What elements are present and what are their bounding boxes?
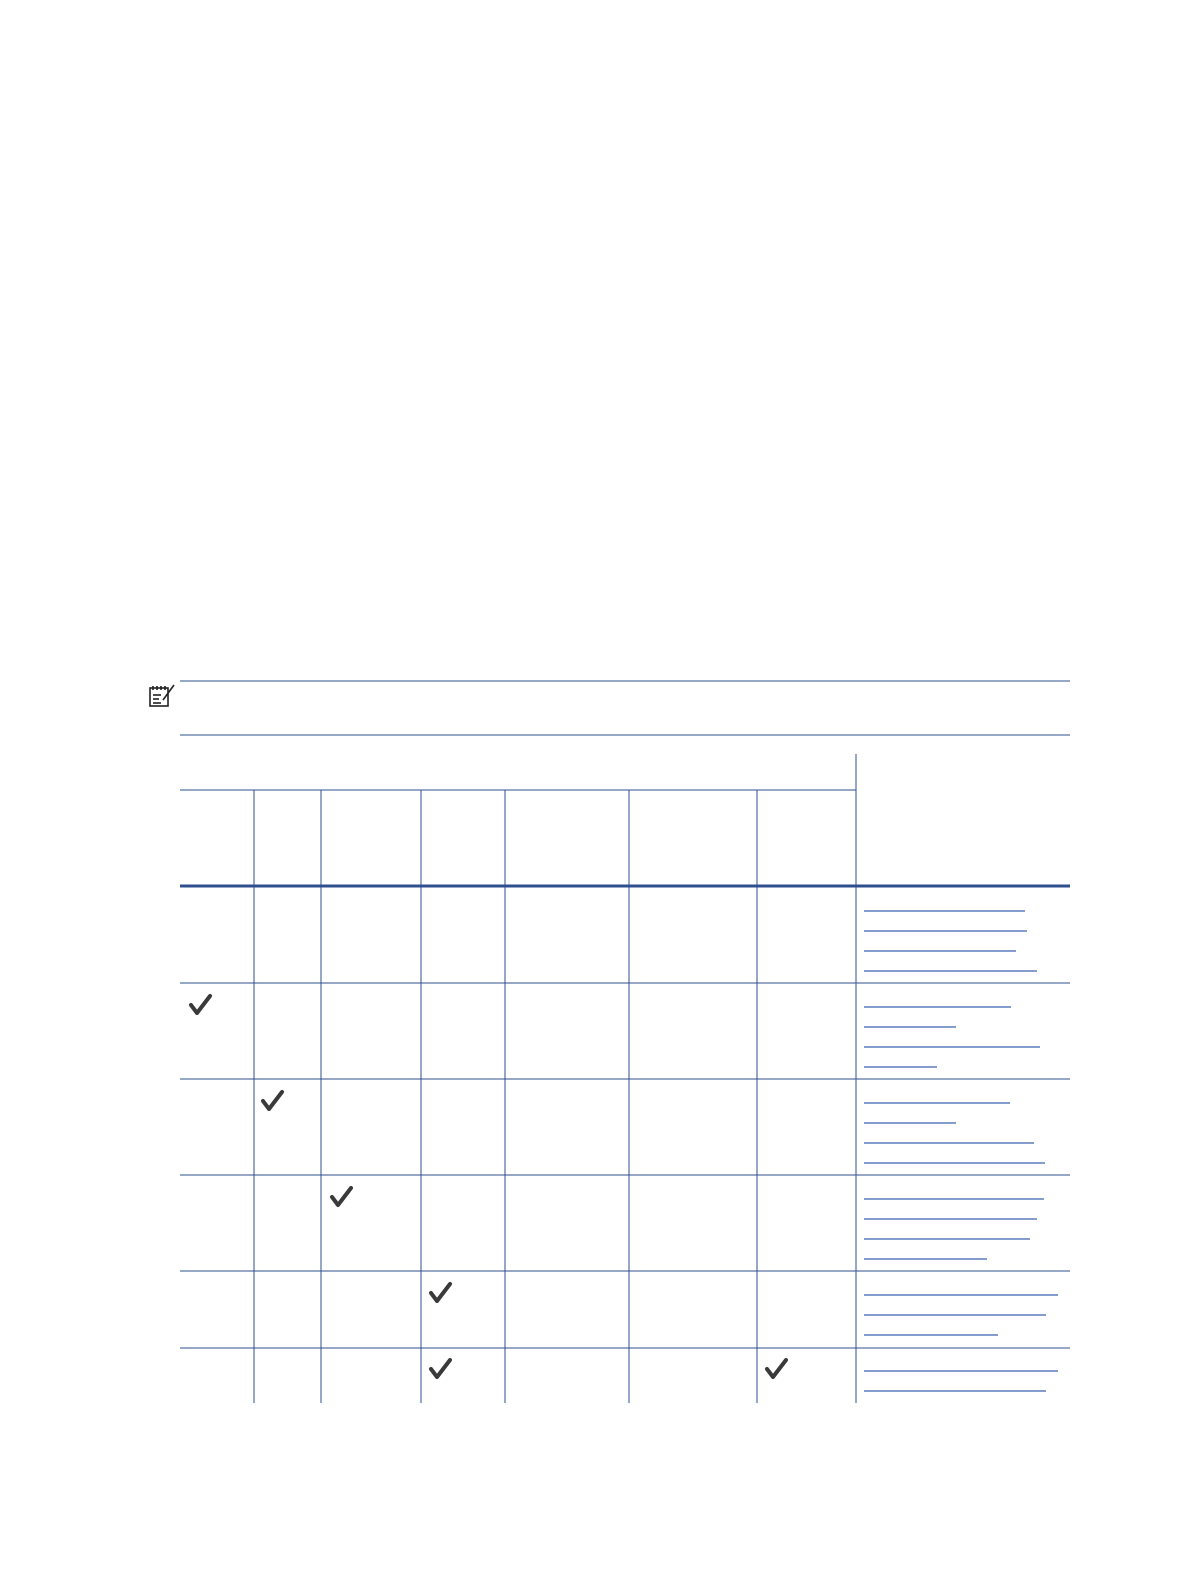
table: [180, 754, 1070, 1403]
check-marks: [189, 994, 788, 1379]
note-icon: [149, 684, 175, 707]
column-rules: [253, 790, 857, 1403]
row-rules: [180, 982, 1070, 1349]
link-underlines[interactable]: [864, 910, 1058, 1392]
